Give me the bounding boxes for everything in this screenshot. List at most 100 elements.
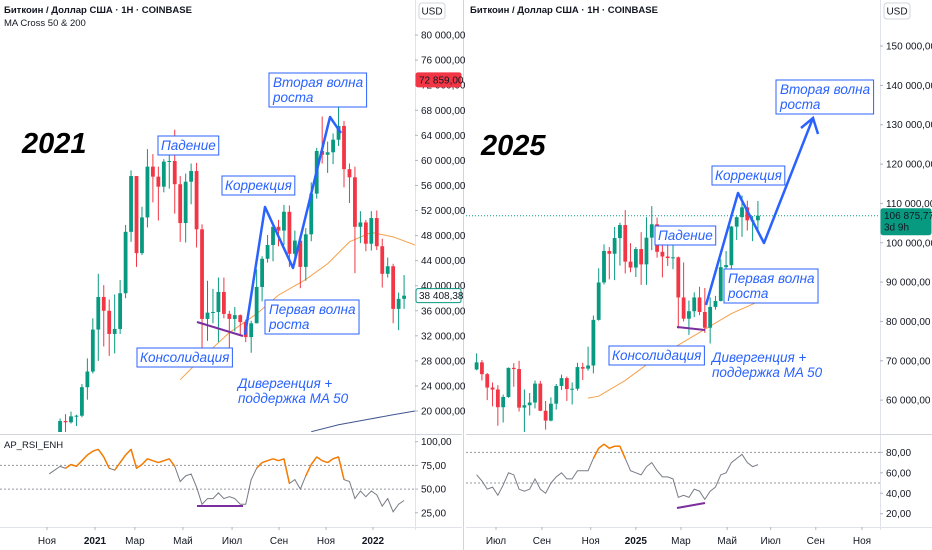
candle-body xyxy=(570,388,575,390)
candle-body xyxy=(74,415,79,417)
candle-body xyxy=(353,177,357,227)
candle-body xyxy=(596,282,601,320)
y-tick-label: 64 000,00 xyxy=(421,131,466,142)
indicator-overbought xyxy=(267,458,274,462)
x-tick-label: Сен xyxy=(807,536,825,547)
candle-body xyxy=(221,291,226,314)
indicator-overbought xyxy=(278,458,285,462)
indicator-overbought xyxy=(337,456,345,480)
y-tick-label: 68 000,00 xyxy=(421,106,466,117)
candle-body xyxy=(145,166,150,218)
candle-body xyxy=(249,323,254,338)
candle-body xyxy=(740,207,744,218)
candle-body xyxy=(402,295,406,299)
candle-body xyxy=(517,369,521,408)
candle-body xyxy=(265,244,270,259)
candle-body xyxy=(575,367,580,389)
candle-body xyxy=(232,315,237,319)
y-tick-label: 60 000,00 xyxy=(886,396,931,407)
x-tick-label: 2025 xyxy=(625,536,648,547)
candle-body xyxy=(724,265,728,268)
candle-body xyxy=(118,293,123,329)
indicator-overbought xyxy=(327,458,334,464)
candle-body xyxy=(676,257,681,298)
indicator-overbought xyxy=(168,458,176,467)
candle-body xyxy=(649,224,654,238)
annotation-box xyxy=(654,225,717,246)
indicator-overbought xyxy=(114,462,121,471)
x-tick-label: Ноя xyxy=(38,536,56,547)
indicator-overbought xyxy=(97,448,105,458)
candle-body xyxy=(271,226,275,245)
annotation-text: Коррекция xyxy=(225,178,292,193)
candle-body xyxy=(756,215,760,221)
candle-body xyxy=(374,218,379,247)
candle-body xyxy=(681,297,686,319)
indicator-overbought xyxy=(92,448,99,452)
annotation-box xyxy=(723,268,819,304)
arrow-head xyxy=(800,115,820,135)
y-tick-label: 80 000,00 xyxy=(886,317,931,328)
candle-body xyxy=(628,261,633,268)
indicator-overbought xyxy=(103,456,110,469)
indicator-overbought xyxy=(321,459,328,464)
candle-body xyxy=(80,387,84,416)
indicator-name: AP_RSI_ENH xyxy=(4,440,63,451)
indicator-overbought xyxy=(130,449,138,469)
annotation-text: Вторая волна xyxy=(780,82,871,97)
candle-body xyxy=(347,169,352,178)
price-pane xyxy=(466,195,880,432)
annotation: Дивергенция +поддержка MA 50 xyxy=(236,376,349,406)
candle-body xyxy=(336,125,341,140)
indicator-line xyxy=(48,448,405,513)
x-tick-label: 2021 xyxy=(84,536,107,547)
annotation-text: Консолидация xyxy=(612,348,701,363)
candle-body xyxy=(342,125,346,170)
indicator-tick-label: 20,00 xyxy=(886,509,911,520)
price-tag-label: 38 408,38 xyxy=(419,291,464,302)
candle-body xyxy=(713,300,718,307)
x-tick-label: Мар xyxy=(671,536,691,547)
indicator-overbought xyxy=(65,463,72,469)
candle-body xyxy=(591,319,596,366)
indicator-overbought xyxy=(256,462,263,469)
symbol-title: Биткоин / Доллар США · 1Н · COINBASE xyxy=(470,5,658,16)
x-tick-label: Сен xyxy=(533,536,551,547)
candle-body xyxy=(702,312,707,328)
indicator-legend: MA Cross 50 & 200 xyxy=(4,18,86,29)
candle-body xyxy=(559,378,564,386)
candle-body xyxy=(480,362,484,375)
candle-body xyxy=(107,310,112,334)
candle-body xyxy=(129,176,133,232)
y-tick-label: 70 000,00 xyxy=(886,356,931,367)
annotation-text: Консолидация xyxy=(140,350,229,365)
y-tick-label: 28 000,00 xyxy=(421,356,466,367)
candle-body xyxy=(554,385,559,404)
currency-box xyxy=(418,2,446,20)
candle-body xyxy=(687,311,691,319)
annotation-text: Дивергенция + xyxy=(710,350,806,365)
indicator-tick-label: 25,00 xyxy=(421,508,446,519)
y-tick-label: 56 000,00 xyxy=(421,181,466,192)
candle-body xyxy=(276,226,281,231)
divergence-line xyxy=(676,326,706,331)
currency: USD xyxy=(421,7,442,18)
price-tag xyxy=(880,208,932,236)
indicator-overbought xyxy=(125,448,132,456)
candle-body xyxy=(85,371,90,388)
indicator-overbought xyxy=(310,456,318,465)
indicator-overbought xyxy=(609,445,615,449)
annotation: Консолидация xyxy=(608,345,705,366)
x-tick-label: 2022 xyxy=(362,536,385,547)
candle-body xyxy=(549,403,553,421)
candle-body xyxy=(58,421,62,432)
candle-body xyxy=(607,251,612,254)
candle-body xyxy=(53,436,57,440)
candle-body xyxy=(331,139,335,153)
candle-body xyxy=(660,251,665,257)
